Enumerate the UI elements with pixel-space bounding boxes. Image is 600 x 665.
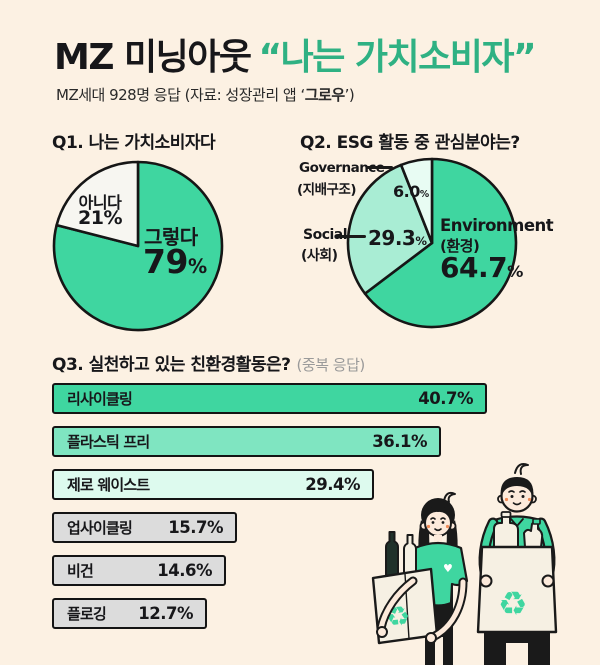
bar-value: 29.4% <box>305 475 360 494</box>
bar-row: 플로깅 12.7% <box>52 598 552 629</box>
q1-no-label: 아니다 <box>78 193 122 212</box>
q2-env-label: Environment <box>440 216 554 235</box>
q2-gov-pointer-line <box>366 166 393 169</box>
bar-label: 제로 웨이스트 <box>67 476 150 494</box>
q3-bar-chart: 리사이클링 40.7% 플라스틱 프리 36.1% 제로 웨이스트 29.4% 업사이클링 1… <box>52 383 552 641</box>
q2-social-pointer-line <box>336 235 366 238</box>
q2-env-value: 64.7% <box>440 251 523 284</box>
bar-label: 플라스틱 프리 <box>67 433 150 451</box>
bar: 플라스틱 프리 36.1% <box>52 426 441 457</box>
bar: 플로깅 12.7% <box>52 598 207 629</box>
q2-pie <box>346 157 518 329</box>
q2-gov-value: 6.0% <box>393 182 429 201</box>
bar-label: 업사이클링 <box>67 519 133 537</box>
bar-row: 플라스틱 프리 36.1% <box>52 426 552 457</box>
page-title-green: “나는 가치소비자” <box>258 37 536 78</box>
bar: 제로 웨이스트 29.4% <box>52 469 374 500</box>
bar-label: 비건 <box>67 562 94 580</box>
pie-slice-Social <box>346 163 434 295</box>
q1-pie <box>52 160 224 332</box>
bar-row: 리사이클링 40.7% <box>52 383 552 414</box>
q3-heading-row: Q3. 실천하고 있는 친환경활동은? (중복 응답) <box>52 350 365 375</box>
bar-value: 40.7% <box>418 389 473 408</box>
q1-no-value: 21% <box>78 207 122 229</box>
bar-value: 36.1% <box>372 432 427 451</box>
q2-social-label: Social <box>303 227 348 243</box>
bar-row: 업사이클링 15.7% <box>52 512 552 543</box>
bar-value: 15.7% <box>168 518 223 537</box>
subtitle-source-name: 그로우 <box>304 86 345 104</box>
q1-yes-value: 79% <box>143 242 207 281</box>
bar-value: 12.7% <box>138 604 193 623</box>
bar-label: 플로깅 <box>67 605 107 623</box>
bar-row: 제로 웨이스트 29.4% <box>52 469 552 500</box>
bar-row: 비건 14.6% <box>52 555 552 586</box>
q2-social-sublabel: (사회) <box>301 248 338 264</box>
q1-heading: Q1. 나는 가치소비자다 <box>52 133 216 153</box>
q2-gov-sublabel: (지배구조) <box>297 182 357 198</box>
q3-heading: Q3. 실천하고 있는 친환경활동은? <box>52 355 291 375</box>
page-title: MZ 미닝아웃 “나는 가치소비자” <box>54 28 537 80</box>
q2-gov-label: Governance <box>299 160 385 176</box>
page-subtitle: MZ세대 928명 응답 (자료: 성장관리 앱 ‘그로우’) <box>56 86 355 104</box>
bar: 비건 14.6% <box>52 555 226 586</box>
pie-slice-Environment <box>363 157 518 329</box>
pie-slice-아니다 <box>55 160 140 248</box>
bar-label: 리사이클링 <box>67 390 133 408</box>
page-title-black: MZ 미닝아웃 <box>54 37 252 78</box>
q2-social-value: 29.3% <box>368 226 427 250</box>
bar-value: 14.6% <box>157 561 212 580</box>
bar: 리사이클링 40.7% <box>52 383 487 414</box>
pie-slice-Governance <box>399 157 434 245</box>
pie-slice-그렇다 <box>52 160 224 332</box>
q2-env-sublabel: (환경) <box>440 237 480 255</box>
q2-heading: Q2. ESG 활동 중 관심분야는? <box>300 133 520 153</box>
q1-yes-label: 그렇다 <box>144 225 198 249</box>
bar: 업사이클링 15.7% <box>52 512 237 543</box>
q3-note: (중복 응답) <box>296 356 366 374</box>
